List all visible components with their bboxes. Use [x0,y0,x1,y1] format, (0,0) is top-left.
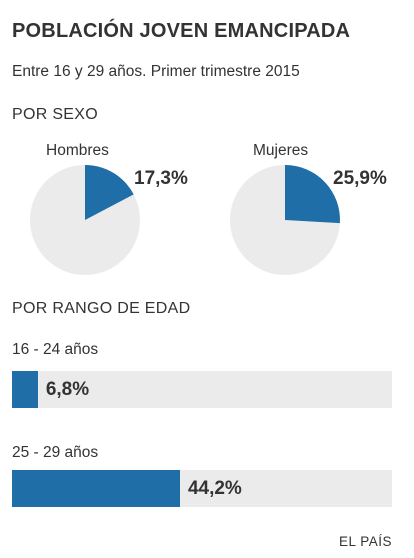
bar-16-24 [12,371,38,408]
bar-value-25-29: 44,2% [187,478,242,499]
pie-slice-value [285,165,340,224]
pie-value-mujeres: 25,9% [333,168,387,189]
pie-value-hombres: 17,3% [134,168,188,189]
bar-track-25-29 [12,470,392,507]
source-credit: EL PAÍS [338,534,392,549]
bar-label-25-29: 25 - 29 años [12,444,99,461]
section-label-sex: POR SEXO [12,106,98,123]
chart-title: POBLACIÓN JOVEN EMANCIPADA [12,20,351,42]
bar-track-16-24 [12,371,392,408]
section-label-age: POR RANGO DE EDAD [12,300,191,317]
pie-chart-hombres [30,165,140,275]
pie-slice-value [85,165,134,220]
chart-subtitle: Entre 16 y 29 años. Primer trimestre 201… [12,63,300,80]
bar-label-16-24: 16 - 24 años [12,341,99,358]
bar-25-29 [12,470,180,507]
pie-chart-mujeres [230,165,340,275]
pie-label-mujeres: Mujeres [253,142,309,159]
pie-label-hombres: Hombres [46,142,109,159]
bar-value-16-24: 6,8% [45,379,90,400]
